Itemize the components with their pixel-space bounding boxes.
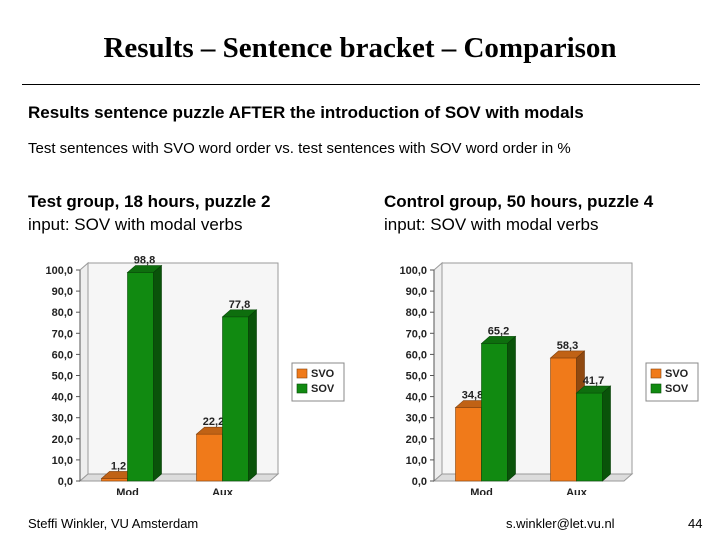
left-group-heading: Test group, 18 hours, puzzle 2 <box>28 192 271 211</box>
bar-sov-mod <box>481 343 508 482</box>
x-category-label: Mod <box>470 487 493 495</box>
legend-box <box>645 362 699 402</box>
test-group-chart: 0,0 10,0 20,0 30,0 40,0 50,0 60,0 70,0 80,0 90,0 1… <box>45 255 345 495</box>
data-label-sov-aux: 41,7 <box>583 375 604 387</box>
control-group-chart: 0,0 10,0 20,0 30,0 40,0 50,0 60,0 70,0 80,0 90,0 1… <box>399 261 699 495</box>
y-tick-label: 10,0 <box>406 455 427 467</box>
data-label-svo-mod: 34,8 <box>462 390 483 402</box>
data-label-sov-aux: 77,8 <box>229 299 250 311</box>
x-category-label: Aux <box>212 487 234 495</box>
title-divider <box>22 84 700 85</box>
y-tick-label: 30,0 <box>406 413 427 425</box>
bar-svo-mod <box>101 478 128 482</box>
data-label-svo-aux: 58,3 <box>557 340 578 352</box>
y-tick-label: 10,0 <box>52 455 73 467</box>
data-label-sov-mod: 98,8 <box>134 255 155 267</box>
x-category-label: Aux <box>566 487 588 495</box>
data-label-svo-mod: 1,2 <box>111 460 126 472</box>
y-tick-label: 20,0 <box>52 434 73 446</box>
y-tick-label: 20,0 <box>406 434 427 446</box>
slide-description: Test sentences with SVO word order vs. t… <box>28 140 571 157</box>
bar-side-sov-mod <box>507 335 516 482</box>
footer-author: Steffi Winkler, VU Amsterdam <box>28 516 199 531</box>
legend-swatch-svo <box>650 368 662 379</box>
right-group-heading: Control group, 50 hours, puzzle 4 <box>384 192 654 211</box>
y-tick-label: 50,0 <box>406 371 427 383</box>
y-tick-label: 60,0 <box>52 349 73 361</box>
y-tick-label: 80,0 <box>52 307 73 319</box>
y-tick-label: 80,0 <box>406 307 427 319</box>
y-tick-label: 30,0 <box>52 413 73 425</box>
chart-side-wall <box>433 261 443 483</box>
y-tick-label: 100,0 <box>399 265 427 277</box>
bar-svo-mod <box>455 407 482 482</box>
x-category-label: Mod <box>116 487 139 495</box>
bar-sov-aux <box>576 392 603 482</box>
y-tick-label: 0,0 <box>58 476 73 488</box>
y-tick-label: 0,0 <box>412 476 427 488</box>
y-tick-label: 100,0 <box>45 265 73 277</box>
data-label-svo-aux: 22,2 <box>203 416 224 428</box>
y-tick-label: 60,0 <box>406 349 427 361</box>
y-tick-label: 50,0 <box>52 371 73 383</box>
y-tick-label: 90,0 <box>406 286 427 298</box>
legend-label-svo: SVO <box>311 368 335 380</box>
left-group-caption: Test group, 18 hours, puzzle 2 input: SO… <box>28 190 270 236</box>
slide-subtitle: Results sentence puzzle AFTER the introd… <box>28 103 584 122</box>
legend-swatch-svo <box>296 368 308 379</box>
y-tick-label: 70,0 <box>406 328 427 340</box>
legend-label-sov: SOV <box>311 383 335 395</box>
footer-email: s.winkler@let.vu.nl <box>506 516 615 531</box>
bar-sov-aux <box>222 316 249 482</box>
y-tick-label: 40,0 <box>52 392 73 404</box>
bar-svo-aux <box>550 357 577 482</box>
right-group-caption: Control group, 50 hours, puzzle 4 input:… <box>384 190 653 236</box>
chart-side-wall <box>79 261 89 483</box>
y-tick-label: 90,0 <box>52 286 73 298</box>
legend-swatch-sov <box>296 383 308 394</box>
bar-side-sov-aux <box>248 309 257 482</box>
page-number: 44 <box>688 516 703 531</box>
bar-svo-aux <box>196 433 223 482</box>
left-group-detail: input: SOV with modal verbs <box>28 215 243 234</box>
legend-label-svo: SVO <box>665 368 689 380</box>
bar-side-sov-aux <box>602 385 611 482</box>
legend-label-sov: SOV <box>665 383 689 395</box>
right-group-detail: input: SOV with modal verbs <box>384 215 599 234</box>
y-tick-label: 40,0 <box>406 392 427 404</box>
legend-swatch-sov <box>650 383 662 394</box>
bar-side-sov-mod <box>153 264 162 482</box>
slide-title: Results – Sentence bracket – Comparison <box>103 32 617 64</box>
y-tick-label: 70,0 <box>52 328 73 340</box>
data-label-sov-mod: 65,2 <box>488 325 509 337</box>
bar-sov-mod <box>127 272 154 482</box>
